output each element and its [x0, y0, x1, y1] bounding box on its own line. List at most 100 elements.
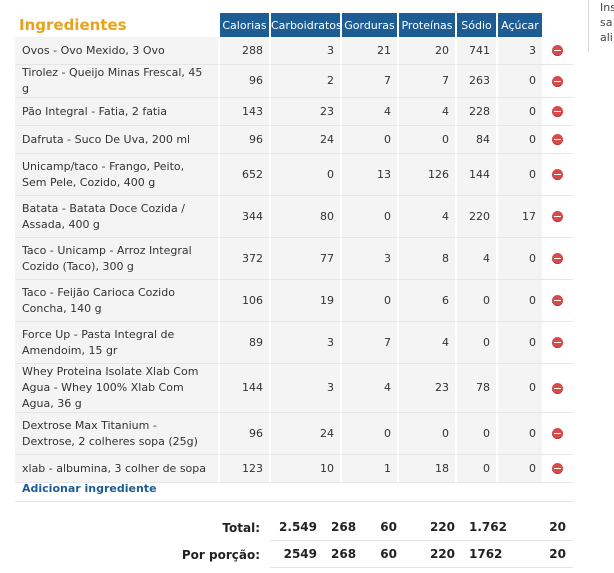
cell-proteinas: 20	[397, 37, 455, 65]
cell-acucar: 3	[496, 37, 542, 65]
row-actions	[542, 413, 573, 455]
cell-carboidratos: 3	[269, 322, 340, 364]
remove-ingredient-button[interactable]	[552, 134, 563, 145]
cell-calorias: 106	[218, 280, 269, 322]
ingredient-name: Ovos - Ovo Mexido, 3 Ovo	[15, 37, 218, 65]
column-header-acucar: Açúcar	[496, 13, 542, 37]
cell-calorias: 652	[218, 154, 269, 196]
remove-ingredient-button[interactable]	[552, 382, 563, 394]
per-serving-row: Por porção: 2549 268 60 220 1762 20	[15, 541, 573, 568]
column-header-sodio: Sódio	[455, 13, 496, 37]
remove-ingredient-button[interactable]	[552, 253, 563, 264]
cell-calorias: 96	[218, 413, 269, 455]
side-text-line: Ins	[600, 1, 614, 14]
cell-calorias: 344	[218, 196, 269, 238]
remove-ingredient-button[interactable]	[552, 295, 563, 306]
cell-proteinas: 7	[397, 65, 455, 98]
table-row: Unicamp/taco - Frango, Peito, Sem Pele, …	[15, 154, 573, 196]
remove-ingredient-button[interactable]	[552, 106, 563, 117]
totals-table: Total: 2.549 268 60 220 1.762 20 Por porção: 254…	[15, 514, 573, 568]
row-actions	[542, 455, 573, 483]
ingredient-name: Dextrose Max Titanium - Dextrose, 2 colh…	[15, 413, 218, 455]
cell-sodio: 144	[455, 154, 496, 196]
cell-acucar: 0	[496, 280, 542, 322]
cell-carboidratos: 2	[269, 65, 340, 98]
side-text-line: ali	[600, 31, 613, 44]
cell-proteinas: 6	[397, 280, 455, 322]
totals-body: Total: 2.549 268 60 220 1.762 20 Por porção: 254…	[15, 514, 573, 568]
cell-carboidratos: 19	[269, 280, 340, 322]
cell-carboidratos: 80	[269, 196, 340, 238]
table-row: Dextrose Max Titanium - Dextrose, 2 colh…	[15, 413, 573, 455]
cell-proteinas: 4	[397, 98, 455, 126]
cell-acucar: 0	[496, 65, 542, 98]
cell-gorduras: 21	[340, 37, 397, 65]
cell-calorias: 89	[218, 322, 269, 364]
total-gorduras: 60	[362, 514, 404, 541]
row-actions	[542, 126, 573, 154]
cell-calorias: 143	[218, 98, 269, 126]
cell-calorias: 288	[218, 37, 269, 65]
row-actions	[542, 98, 573, 126]
cell-gorduras: 4	[340, 364, 397, 413]
cell-gorduras: 7	[340, 65, 397, 98]
cell-acucar: 0	[496, 154, 542, 196]
cell-acucar: 0	[496, 238, 542, 280]
ingredients-table: Ingredientes Calorias Carboidratos Gordu…	[15, 13, 573, 483]
cell-carboidratos: 24	[269, 126, 340, 154]
cell-sodio: 0	[455, 280, 496, 322]
cell-proteinas: 4	[397, 196, 455, 238]
row-actions	[542, 196, 573, 238]
row-actions	[542, 322, 573, 364]
row-actions	[542, 37, 573, 65]
cell-carboidratos: 3	[269, 364, 340, 413]
row-actions	[542, 154, 573, 196]
remove-ingredient-button[interactable]	[552, 75, 563, 87]
table-row: xlab - albumina, 3 colher de sopa 123 10 1 1…	[15, 455, 573, 483]
total-acucar: 20	[507, 541, 573, 568]
total-label: Total:	[222, 520, 260, 535]
table-row: Batata - Batata Doce Cozida / Assada, 40…	[15, 196, 573, 238]
ingredient-name: Whey Proteina Isolate Xlab Com Agua - Wh…	[15, 364, 218, 413]
table-row: Ovos - Ovo Mexido, 3 Ovo 288 3 21 20 741 3	[15, 37, 573, 65]
total-sodio: 1.762	[462, 514, 507, 541]
ingredient-name: Taco - Feijão Carioca Cozido Concha, 140…	[15, 280, 218, 322]
cell-proteinas: 18	[397, 455, 455, 483]
column-header-actions	[542, 13, 573, 37]
table-row: Dafruta - Suco De Uva, 200 ml 96 24 0 0 84 0	[15, 126, 573, 154]
cell-gorduras: 3	[340, 238, 397, 280]
cell-sodio: 228	[455, 98, 496, 126]
row-actions	[542, 364, 573, 413]
divider	[15, 501, 573, 502]
remove-ingredient-button[interactable]	[552, 428, 563, 439]
cell-gorduras: 0	[340, 126, 397, 154]
cell-carboidratos: 3	[269, 37, 340, 65]
remove-ingredient-button[interactable]	[552, 169, 563, 180]
total-sodio: 1762	[462, 541, 507, 568]
cell-calorias: 372	[218, 238, 269, 280]
ingredient-name: xlab - albumina, 3 colher de sopa	[15, 455, 218, 483]
column-header-proteinas: Proteínas	[397, 13, 455, 37]
cell-proteinas: 8	[397, 238, 455, 280]
total-acucar: 20	[507, 514, 573, 541]
remove-ingredient-button[interactable]	[552, 45, 563, 56]
cell-acucar: 0	[496, 413, 542, 455]
section-title: Ingredientes	[15, 13, 218, 37]
cell-sodio: 0	[455, 413, 496, 455]
cell-calorias: 144	[218, 364, 269, 413]
remove-ingredient-button[interactable]	[552, 337, 563, 348]
ingredient-name: Dafruta - Suco De Uva, 200 ml	[15, 126, 218, 154]
table-row: Taco - Feijão Carioca Cozido Concha, 140…	[15, 280, 573, 322]
remove-ingredient-button[interactable]	[552, 211, 563, 222]
cell-proteinas: 4	[397, 322, 455, 364]
cell-gorduras: 0	[340, 413, 397, 455]
cell-carboidratos: 23	[269, 98, 340, 126]
add-ingredient-link[interactable]: Adicionar ingrediente	[22, 482, 157, 495]
cell-carboidratos: 24	[269, 413, 340, 455]
table-row: Taco - Unicamp - Arroz Integral Cozido (…	[15, 238, 573, 280]
column-header-carboidratos: Carboidratos	[269, 13, 342, 37]
ingredient-name: Tirolez - Queijo Minas Frescal, 45 g	[15, 65, 218, 98]
remove-ingredient-button[interactable]	[552, 463, 563, 474]
cell-sodio: 78	[455, 364, 496, 413]
cell-carboidratos: 10	[269, 455, 340, 483]
